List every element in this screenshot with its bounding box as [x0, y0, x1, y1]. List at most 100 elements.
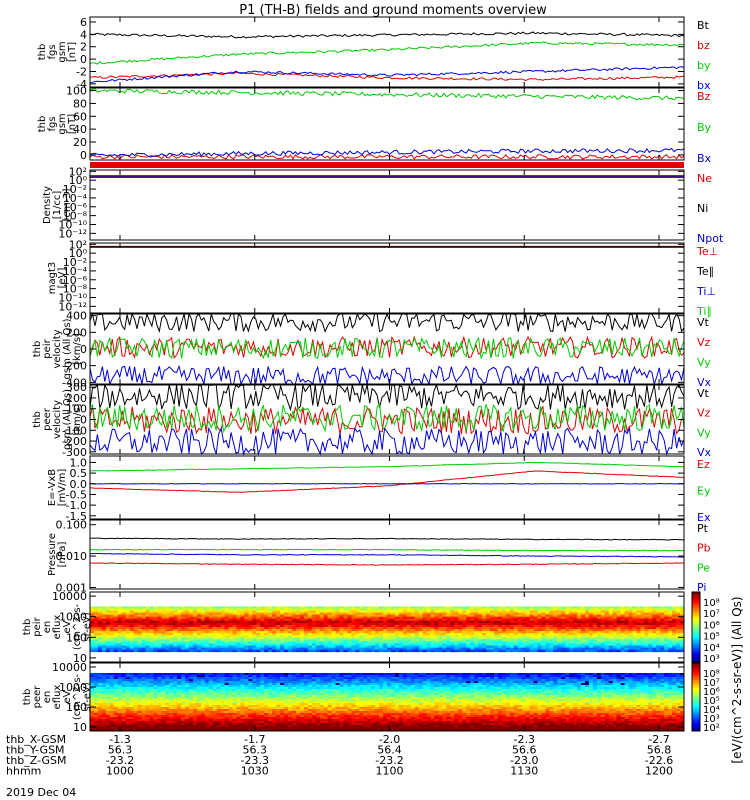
spectrogram-cell [133, 633, 138, 636]
spectrogram-cell [280, 627, 285, 630]
spectrogram-cell [608, 677, 614, 680]
legend-Ti∥: Ti∥ [696, 305, 712, 318]
spectrogram-cell [272, 643, 277, 646]
spectrogram-cell [248, 606, 253, 609]
spectrogram-cell [200, 616, 206, 620]
spectrogram-cell [676, 649, 681, 653]
spectrogram-cell [585, 631, 590, 634]
spectrogram-cell [383, 620, 388, 624]
spectrogram-cell [474, 685, 479, 688]
spectrogram-cell [493, 620, 499, 624]
spectrogram-cell [652, 643, 657, 646]
spectrogram-cell [442, 610, 447, 613]
spectrogram-cell [557, 689, 562, 692]
spectrogram-cell [406, 633, 412, 636]
spectrogram-cell [248, 649, 253, 653]
spectrogram-cell [497, 645, 503, 648]
spectrogram-cell [323, 614, 328, 618]
spectrogram-cell [208, 649, 214, 653]
spectrogram-cell [260, 624, 265, 628]
spectrogram-cell [359, 614, 364, 618]
spectrogram-cell [177, 633, 182, 636]
spectrogram-cell [442, 685, 447, 688]
spectrogram-cell [208, 689, 214, 692]
spectrogram-cell [545, 610, 550, 613]
spectrogram-cell [537, 689, 542, 692]
spectrogram-cell [177, 637, 182, 640]
series-line-Pb [90, 562, 685, 566]
spectrogram-cell [256, 622, 261, 626]
spectrogram-cell [668, 645, 673, 648]
spectrogram-cell [581, 675, 586, 678]
spectrogram-cell [410, 627, 416, 630]
spectrogram-cell [244, 685, 249, 688]
spectrogram-cell [268, 637, 273, 640]
spectrogram-cell [157, 610, 162, 613]
spectrogram-cell [311, 608, 317, 611]
spectrogram-cell [588, 618, 594, 622]
spectrogram-cell [181, 633, 186, 636]
spectrogram-cell [632, 637, 637, 640]
spectrogram-cell [588, 675, 594, 678]
spectrogram-cell [173, 620, 178, 624]
spectrogram-cell [466, 631, 471, 634]
spectrogram-cell [616, 610, 622, 613]
spectrogram-cell [414, 675, 420, 678]
spectrogram-cell [588, 627, 594, 630]
spectrogram-cell [462, 618, 467, 622]
spectrogram-cell [387, 675, 392, 678]
spectrogram-cell [604, 624, 610, 628]
spectrogram-cell [228, 635, 233, 638]
spectrogram-cell [430, 606, 435, 609]
spectrogram-cell [371, 681, 376, 684]
spectrogram-cell [557, 627, 562, 630]
spectrogram-cell [280, 635, 285, 638]
spectrogram-cell [355, 675, 360, 678]
spectrogram-cell [585, 641, 590, 644]
spectrogram-cell [145, 612, 150, 616]
spectrogram-cell [93, 689, 99, 692]
spectrogram-cell [367, 610, 372, 613]
spectrogram-cell [299, 643, 305, 646]
spectrogram-cell [561, 618, 566, 622]
spectrogram-cell [402, 610, 408, 613]
spectrogram-cell [390, 610, 396, 613]
spectrogram-cell [454, 635, 459, 638]
panel-ylabel-line: peir [32, 616, 43, 636]
spectrogram-cell [446, 687, 451, 690]
spectrogram-cell [240, 675, 245, 678]
spectrogram-cell [565, 689, 570, 692]
spectrogram-cell [383, 614, 388, 618]
spectrogram-cell [537, 612, 542, 616]
spectrogram-cell [402, 687, 408, 690]
spectrogram-cell [541, 608, 546, 611]
spectrogram-cell [177, 683, 182, 686]
spectrogram-cell [632, 633, 637, 636]
spectrogram-cell [343, 687, 348, 690]
spectrogram-cell [145, 643, 150, 646]
spectrogram-cell [640, 641, 645, 644]
spectrogram-cell [173, 606, 178, 609]
spectrogram-cell [228, 616, 233, 620]
spectrogram-cell [137, 627, 142, 630]
spectrogram-cell [585, 637, 590, 640]
spectrogram-cell [371, 610, 376, 613]
spectrogram-cell [224, 643, 229, 646]
spectrogram-cell [109, 677, 115, 680]
spectrogram-cell [359, 631, 364, 634]
spectrogram-cell [268, 641, 273, 644]
spectrogram-cell [537, 685, 542, 688]
spectrogram-cell [426, 641, 431, 644]
panel-frame [89, 455, 685, 520]
spectrogram-cell [379, 633, 384, 636]
spectrogram-cell [628, 645, 633, 648]
spectrogram-cell [565, 631, 570, 634]
spectrogram-cell [624, 618, 629, 622]
spectrogram-cell [565, 627, 570, 630]
spectrogram-cell [343, 689, 348, 692]
spectrogram-cell [351, 641, 356, 644]
spectrogram-cell [624, 647, 629, 651]
spectrogram-cell [585, 687, 590, 690]
spectrogram-cell [129, 622, 134, 626]
spectrogram-cell [529, 643, 534, 646]
